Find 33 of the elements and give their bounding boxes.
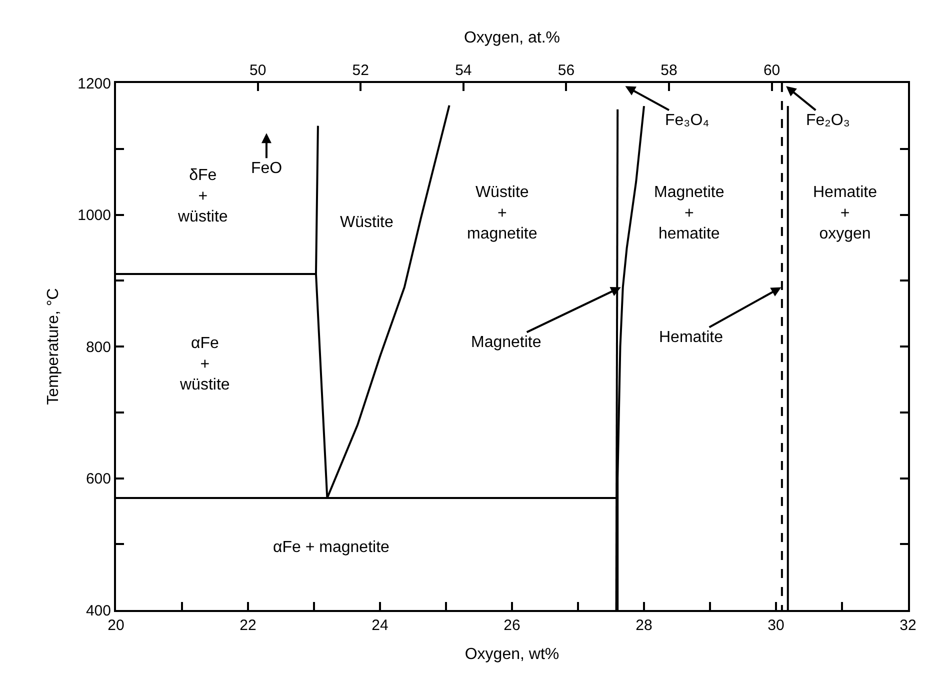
y-axis-title: Temperature, °C (45, 288, 62, 405)
x-tick-label: 24 (372, 617, 388, 634)
x2-axis-title: Oxygen, at.% (464, 29, 560, 46)
annotation: αFe + wüstite (179, 335, 230, 394)
y-tick-label: 600 (86, 470, 111, 488)
x2-tick-label: 54 (455, 62, 472, 79)
annotation: FeO (251, 160, 282, 177)
x-axis-title: Oxygen, wt% (464, 646, 560, 664)
annotation: Hematite + oxygen (813, 184, 878, 243)
y-tick-label: 1200 (78, 75, 111, 92)
annotation: δFe + wüstite (177, 167, 228, 226)
x-tick-label: 20 (108, 617, 124, 634)
x-tick-label: 28 (636, 617, 652, 634)
annotation: Magnetite + hematite (654, 184, 724, 243)
x2-tick-label: 58 (660, 62, 678, 79)
x-tick-label: 32 (900, 617, 916, 634)
annotation: αFe + magnetite (273, 539, 390, 556)
x-tick-label: 22 (240, 617, 256, 634)
y-tick-label: 800 (86, 338, 111, 356)
annotation: Wüstite (340, 214, 394, 231)
annotation: Magnetite (471, 334, 542, 351)
annotation: Fe₃O₄ (665, 112, 710, 129)
x-tick-label: 30 (768, 617, 784, 634)
x2-tick-label: 60 (763, 62, 780, 79)
annotation: Wüstite + magnetite (467, 184, 538, 243)
x-tick-label: 26 (504, 617, 520, 634)
y-tick-label: 1000 (78, 207, 111, 224)
y-tick-label: 400 (86, 602, 111, 620)
annotation: Hematite (659, 329, 724, 346)
x2-tick-label: 56 (558, 62, 575, 79)
annotation: Fe₂O₃ (806, 112, 850, 129)
x2-tick-label: 50 (250, 62, 266, 79)
x2-tick-label: 52 (352, 62, 369, 79)
